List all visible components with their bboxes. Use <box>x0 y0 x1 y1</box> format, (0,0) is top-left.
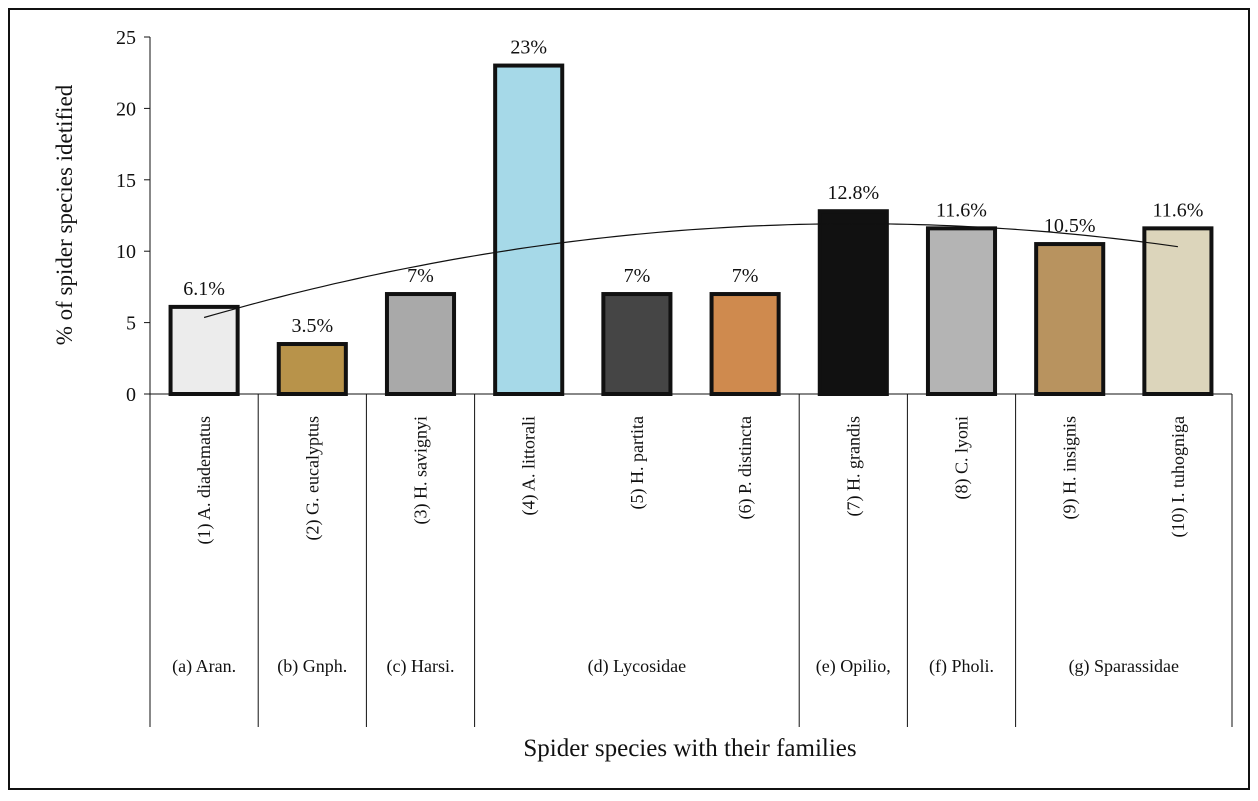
bar <box>712 294 779 394</box>
family-label: (d) Lycosidae <box>588 656 686 677</box>
y-tick-label: 5 <box>126 313 136 335</box>
value-label: 11.6% <box>936 199 987 221</box>
value-label: 3.5% <box>291 315 333 337</box>
bar <box>171 307 238 394</box>
x-tick-label: (3) H. savignyi <box>411 416 432 524</box>
value-label: 6.1% <box>183 278 225 300</box>
x-tick-label: (10) I. tuhogniga <box>1168 416 1189 537</box>
family-label: (a) Aran. <box>172 656 236 677</box>
y-tick-label: 25 <box>116 27 136 49</box>
x-tick-label: (4) A. littorali <box>519 416 540 515</box>
bar <box>1144 228 1211 394</box>
bar <box>279 344 346 394</box>
x-tick-label: (6) P. distincta <box>735 416 756 520</box>
y-tick-label: 10 <box>116 241 136 263</box>
value-label: 7% <box>732 265 759 287</box>
y-tick-label: 0 <box>126 384 136 406</box>
family-label: (c) Harsi. <box>387 656 455 677</box>
bar <box>820 211 887 394</box>
bar <box>603 294 670 394</box>
x-tick-label: (2) G. eucalyptus <box>302 416 323 540</box>
family-label: (f) Pholi. <box>929 656 994 677</box>
x-tick-label: (7) H. grandis <box>843 416 864 516</box>
value-label: 23% <box>510 37 547 59</box>
family-label: (g) Sparassidae <box>1069 656 1179 677</box>
x-axis-title: Spider species with their families <box>523 735 856 762</box>
y-tick-label: 15 <box>116 170 136 192</box>
value-label: 12.8% <box>827 182 879 204</box>
x-tick-label: (9) H. insignis <box>1060 416 1081 520</box>
bar <box>387 294 454 394</box>
x-tick-label: (5) H. partita <box>627 416 648 509</box>
value-label: 7% <box>624 265 651 287</box>
chart: % of spider species idetified Spider spe… <box>0 0 1258 796</box>
bar <box>495 66 562 394</box>
bar <box>1036 244 1103 394</box>
bar <box>928 228 995 394</box>
y-axis-title: % of spider species idetified <box>52 84 77 345</box>
family-label: (e) Opilio, <box>816 656 891 677</box>
value-label: 11.6% <box>1152 199 1203 221</box>
family-label: (b) Gnph. <box>277 656 347 677</box>
y-tick-label: 20 <box>116 98 136 120</box>
x-tick-label: (1) A. diadematus <box>194 416 215 544</box>
value-label: 7% <box>407 265 434 287</box>
x-tick-label: (8) C. lyoni <box>952 416 973 500</box>
